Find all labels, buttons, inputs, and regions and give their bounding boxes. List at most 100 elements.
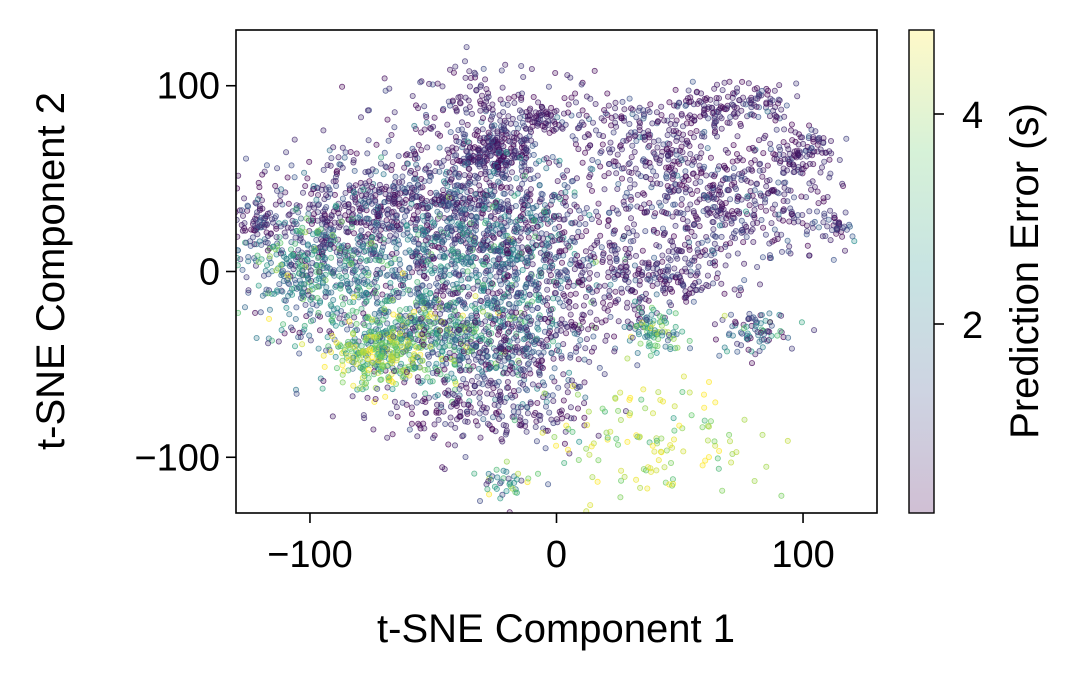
scatter-point [712, 204, 717, 209]
scatter-point [774, 115, 779, 120]
scatter-point [466, 402, 471, 407]
scatter-point [488, 144, 493, 149]
scatter-point [519, 405, 524, 410]
scatter-point [321, 233, 326, 238]
scatter-point [608, 282, 613, 287]
scatter-point [524, 305, 529, 310]
scatter-point [643, 291, 648, 296]
scatter-point [520, 267, 525, 272]
scatter-point [359, 228, 364, 233]
scatter-point [292, 175, 297, 180]
scatter-point [415, 375, 420, 380]
scatter-point [525, 388, 530, 393]
scatter-point [620, 99, 625, 104]
scatter-point [640, 248, 645, 253]
scatter-point [410, 146, 415, 151]
scatter-point [314, 237, 319, 242]
scatter-point [550, 239, 555, 244]
scatter-point [551, 339, 556, 344]
scatter-point [683, 169, 688, 174]
scatter-point [719, 281, 724, 286]
scatter-point [444, 333, 449, 338]
scatter-point [284, 150, 289, 155]
scatter-point [441, 179, 446, 184]
scatter-point [518, 229, 523, 234]
scatter-point [625, 300, 630, 305]
scatter-point [347, 183, 352, 188]
scatter-point [380, 363, 385, 368]
scatter-point [579, 326, 584, 331]
scatter-point [480, 198, 485, 203]
scatter-point [625, 319, 630, 324]
scatter-point [501, 423, 506, 428]
scatter-point [392, 200, 397, 205]
scatter-point [536, 315, 541, 320]
scatter-point [565, 168, 570, 173]
scatter-point [720, 204, 725, 209]
scatter-point [651, 169, 656, 174]
scatter-point [461, 238, 466, 243]
scatter-point [708, 155, 713, 160]
scatter-point [568, 312, 573, 317]
scatter-point [422, 367, 427, 372]
scatter-point [698, 144, 703, 149]
scatter-point [633, 278, 638, 283]
scatter-point [564, 270, 569, 275]
scatter-point [477, 350, 482, 355]
scatter-point [501, 370, 506, 375]
scatter-point [520, 367, 525, 372]
scatter-point [390, 432, 395, 437]
scatter-point [340, 372, 345, 377]
scatter-point [524, 346, 529, 351]
scatter-point [554, 280, 559, 285]
scatter-point [462, 162, 467, 167]
scatter-point [266, 341, 271, 346]
scatter-point [712, 86, 717, 91]
scatter-point [687, 338, 692, 343]
scatter-point [351, 190, 356, 195]
scatter-point [714, 134, 719, 139]
scatter-point [340, 165, 345, 170]
scatter-point [363, 248, 368, 253]
scatter-point [435, 393, 440, 398]
scatter-point [684, 174, 689, 179]
scatter-point [594, 209, 599, 214]
scatter-point [531, 152, 536, 157]
scatter-point [384, 299, 389, 304]
scatter-point [486, 130, 491, 135]
scatter-point [777, 98, 782, 103]
scatter-point [712, 174, 717, 179]
scatter-point [539, 191, 544, 196]
scatter-point [437, 145, 442, 150]
scatter-point [357, 357, 362, 362]
scatter-point [413, 366, 418, 371]
scatter-point [458, 287, 463, 292]
scatter-point [598, 233, 603, 238]
scatter-point [425, 145, 430, 150]
scatter-point [352, 168, 357, 173]
scatter-point [782, 114, 787, 119]
scatter-point [501, 234, 506, 239]
scatter-point [687, 247, 692, 252]
scatter-point [421, 206, 426, 211]
scatter-point [519, 423, 524, 428]
scatter-point [403, 250, 408, 255]
scatter-point [693, 181, 698, 186]
scatter-point [765, 109, 770, 114]
scatter-point [294, 305, 299, 310]
scatter-point [376, 204, 381, 209]
scatter-point [533, 243, 538, 248]
scatter-point [576, 229, 581, 234]
scatter-point [597, 284, 602, 289]
scatter-point [688, 151, 693, 156]
scatter-point [597, 220, 602, 225]
scatter-point [433, 342, 438, 347]
scatter-point [472, 218, 477, 223]
scatter-point [337, 316, 342, 321]
scatter-point [561, 292, 566, 297]
scatter-point [289, 262, 294, 267]
scatter-point [229, 256, 234, 261]
scatter-point [430, 350, 435, 355]
scatter-point [452, 153, 457, 158]
scatter-point [459, 383, 464, 388]
